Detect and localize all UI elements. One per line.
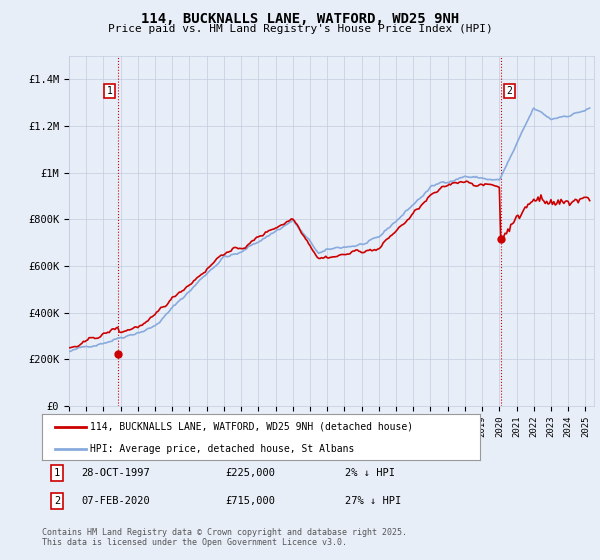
Text: 07-FEB-2020: 07-FEB-2020 [81, 496, 150, 506]
Text: 28-OCT-1997: 28-OCT-1997 [81, 468, 150, 478]
Text: Contains HM Land Registry data © Crown copyright and database right 2025.
This d: Contains HM Land Registry data © Crown c… [42, 528, 407, 547]
Text: £225,000: £225,000 [225, 468, 275, 478]
Text: HPI: Average price, detached house, St Albans: HPI: Average price, detached house, St A… [90, 444, 355, 454]
Text: £715,000: £715,000 [225, 496, 275, 506]
Text: 27% ↓ HPI: 27% ↓ HPI [345, 496, 401, 506]
Text: 2% ↓ HPI: 2% ↓ HPI [345, 468, 395, 478]
Text: 2: 2 [54, 496, 60, 506]
Text: 2: 2 [506, 86, 512, 96]
Text: 114, BUCKNALLS LANE, WATFORD, WD25 9NH: 114, BUCKNALLS LANE, WATFORD, WD25 9NH [141, 12, 459, 26]
Text: Price paid vs. HM Land Registry's House Price Index (HPI): Price paid vs. HM Land Registry's House … [107, 24, 493, 34]
Text: 114, BUCKNALLS LANE, WATFORD, WD25 9NH (detached house): 114, BUCKNALLS LANE, WATFORD, WD25 9NH (… [90, 422, 413, 432]
Text: 1: 1 [107, 86, 113, 96]
Text: 1: 1 [54, 468, 60, 478]
